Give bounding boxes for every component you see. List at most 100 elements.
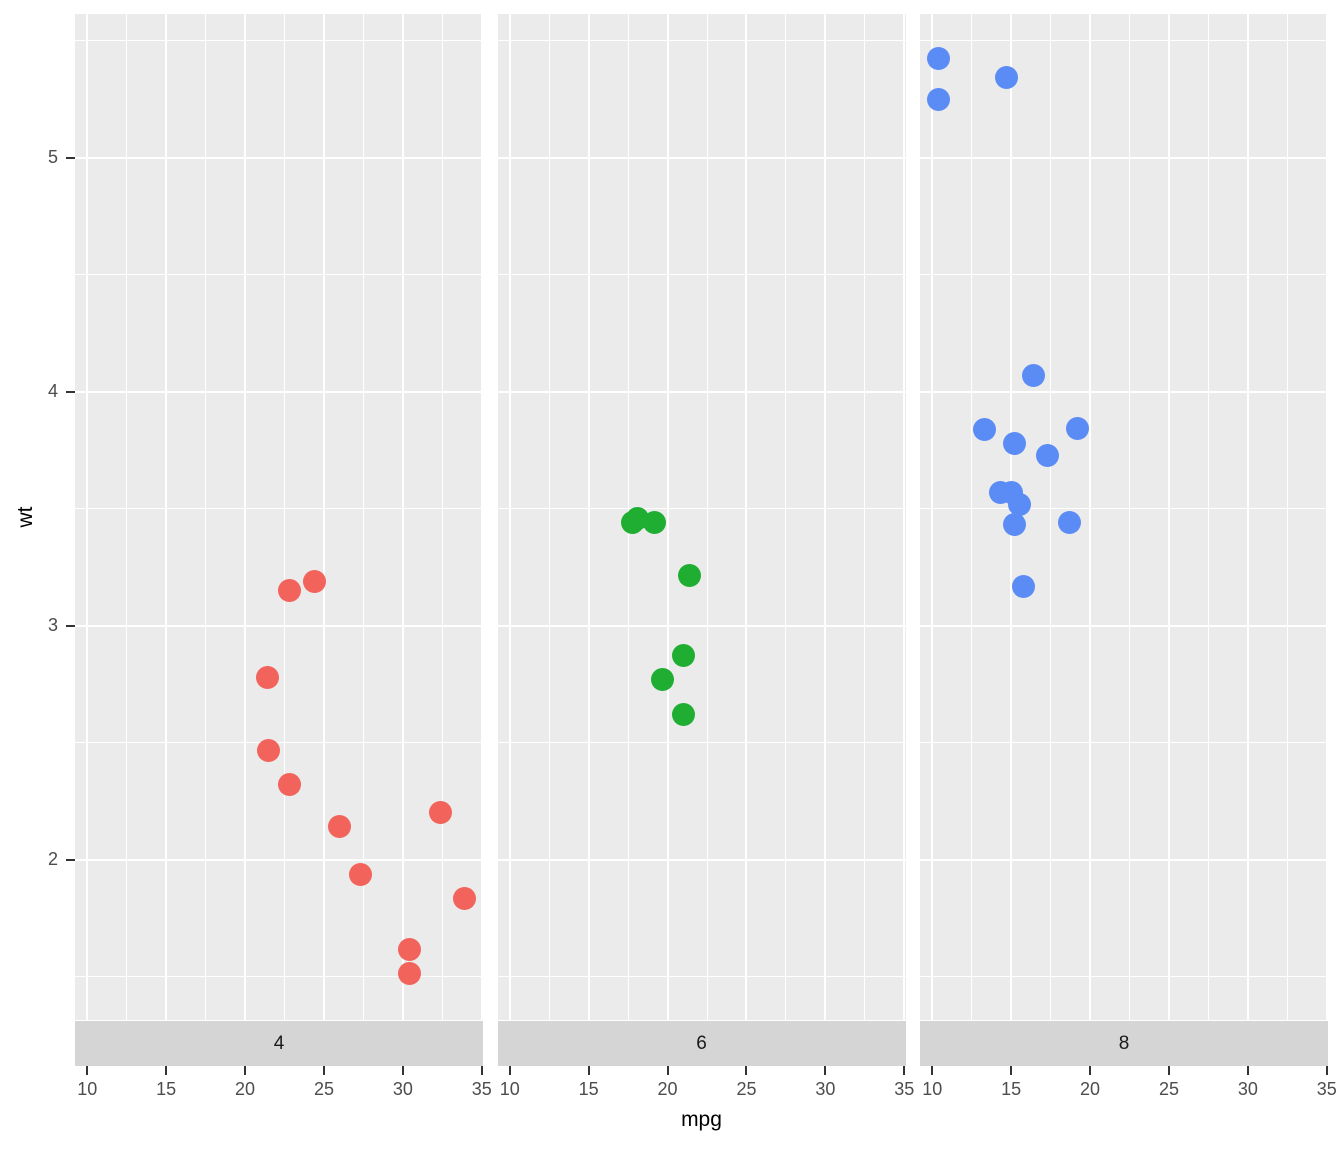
x-major-gridline (931, 14, 934, 1020)
y-major-gridline (497, 624, 906, 627)
facet-panel-8 (920, 14, 1328, 1020)
y-minor-gridline (75, 274, 483, 276)
data-point (1012, 574, 1036, 598)
x-tick-label: 10 (922, 1079, 943, 1099)
x-tick-mark (931, 1066, 934, 1075)
x-tick-mark (666, 1066, 669, 1075)
x-minor-gridline (362, 14, 364, 1020)
x-minor-gridline (864, 14, 866, 1020)
y-minor-gridline (497, 742, 906, 744)
y-minor-gridline (75, 742, 483, 744)
x-tick-label: 10 (77, 1079, 98, 1099)
y-minor-gridline (920, 742, 1328, 744)
data-point (678, 563, 702, 587)
data-point (1065, 416, 1089, 440)
x-tick-label: 25 (736, 1079, 757, 1099)
x-major-gridline (322, 14, 325, 1020)
x-major-gridline (165, 14, 168, 1020)
y-tick-mark (66, 156, 75, 159)
data-point (927, 47, 951, 71)
x-minor-gridline (1286, 14, 1288, 1020)
data-point (429, 801, 453, 825)
y-minor-gridline (920, 508, 1328, 510)
x-tick-mark (86, 1066, 89, 1075)
data-point (257, 739, 281, 763)
x-tick-label: 25 (1158, 1079, 1179, 1099)
facet-strip-label: 6 (696, 1032, 707, 1054)
data-point (255, 665, 279, 689)
y-minor-gridline (497, 274, 906, 276)
x-tick-mark (903, 1066, 906, 1075)
x-tick-label: 30 (815, 1079, 836, 1099)
x-tick-mark (1010, 1066, 1013, 1075)
x-major-gridline (666, 14, 669, 1020)
x-tick-label: 20 (657, 1079, 678, 1099)
y-major-gridline (75, 390, 483, 393)
data-point (1002, 431, 1026, 455)
y-minor-gridline (75, 40, 483, 42)
x-tick-label: 35 (471, 1079, 492, 1099)
x-minor-gridline (706, 14, 708, 1020)
y-major-gridline (75, 624, 483, 627)
y-minor-gridline (920, 976, 1328, 978)
x-major-gridline (401, 14, 404, 1020)
y-minor-gridline (497, 976, 906, 978)
x-minor-gridline (548, 14, 550, 1020)
x-minor-gridline (785, 14, 787, 1020)
x-major-gridline (1089, 14, 1092, 1020)
x-major-gridline (903, 14, 906, 1020)
x-tick-mark (1325, 1066, 1328, 1075)
y-minor-gridline (920, 274, 1328, 276)
x-tick-label: 30 (392, 1079, 413, 1099)
x-tick-label: 35 (894, 1079, 915, 1099)
x-tick-label: 15 (1001, 1079, 1022, 1099)
y-major-gridline (497, 156, 906, 159)
x-tick-mark (1167, 1066, 1170, 1075)
x-major-gridline (508, 14, 511, 1020)
y-minor-gridline (497, 508, 906, 510)
y-minor-gridline (75, 976, 483, 978)
data-point (397, 962, 421, 986)
y-major-gridline (920, 390, 1328, 393)
data-point (397, 938, 421, 962)
y-major-gridline (920, 624, 1328, 627)
x-tick-label: 20 (1080, 1079, 1101, 1099)
x-major-gridline (824, 14, 827, 1020)
data-point (1058, 511, 1082, 535)
data-point (1002, 512, 1026, 536)
x-minor-gridline (1129, 14, 1131, 1020)
x-tick-mark (480, 1066, 483, 1075)
data-point (621, 511, 645, 535)
y-minor-gridline (497, 40, 906, 42)
data-point (303, 569, 326, 593)
data-point (972, 417, 996, 441)
x-minor-gridline (1050, 14, 1052, 1020)
facet-strip-8: 8 (920, 1021, 1328, 1066)
data-point (328, 815, 352, 839)
x-tick-mark (322, 1066, 325, 1075)
x-major-gridline (1246, 14, 1249, 1020)
data-point (277, 579, 301, 603)
y-tick-label: 5 (47, 146, 58, 167)
y-tick-label: 2 (47, 848, 58, 869)
x-major-gridline (244, 14, 247, 1020)
x-major-gridline (1325, 14, 1328, 1020)
y-minor-gridline (75, 508, 483, 510)
x-tick-label: 25 (313, 1079, 334, 1099)
y-tick-label: 3 (47, 614, 58, 635)
data-point (277, 773, 301, 797)
facet-strip-4: 4 (75, 1021, 483, 1066)
facet-strip-label: 8 (1118, 1032, 1130, 1054)
x-minor-gridline (205, 14, 207, 1020)
y-tick-mark (66, 624, 75, 627)
data-point (671, 643, 695, 667)
facet-strip-label: 4 (273, 1032, 285, 1054)
x-tick-mark (587, 1066, 590, 1075)
x-tick-label: 15 (156, 1079, 177, 1099)
y-major-gridline (75, 156, 483, 159)
x-major-gridline (1167, 14, 1170, 1020)
x-minor-gridline (971, 14, 973, 1020)
x-tick-mark (165, 1066, 168, 1075)
facet-panel-6 (497, 14, 906, 1020)
